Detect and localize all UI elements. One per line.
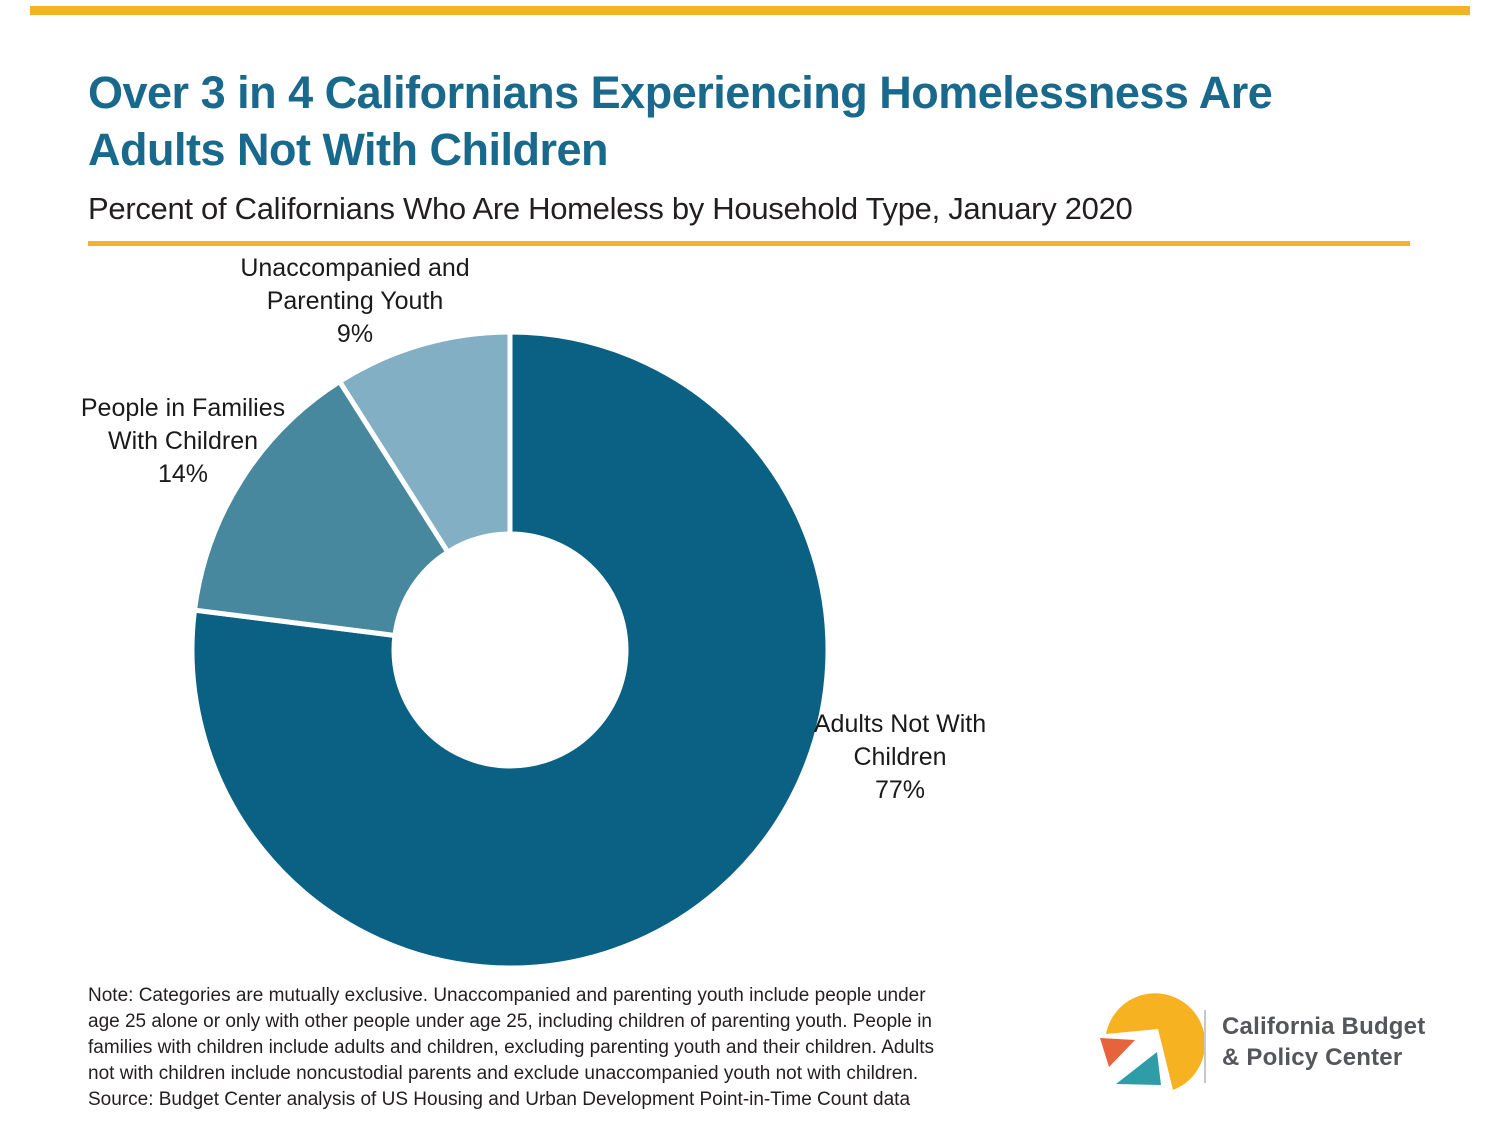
note-line: Note: Categories are mutually exclusive.… (88, 985, 926, 1006)
slice-label: Adults Not With Children 77% (810, 708, 990, 807)
note-line: age 25 alone or only with other people u… (88, 1011, 932, 1032)
slice-label-line: Children (853, 743, 947, 771)
slice-label-line: Adults Not With (813, 710, 987, 738)
slice-label-line: 77% (874, 776, 926, 804)
note-line: not with children include noncustodial p… (88, 1063, 919, 1084)
page-subtitle: Percent of Californians Who Are Homeless… (88, 191, 1133, 226)
note-line: families with children include adults an… (88, 1037, 935, 1058)
note-and-source-text: Note: Categories are mutually exclusive.… (88, 983, 1088, 1113)
title-divider-rule (88, 241, 1410, 246)
slice-label-line: With Children (107, 427, 259, 455)
page-title: Over 3 in 4 Californians Experiencing Ho… (88, 64, 1418, 178)
slice-label: People in Families With Children 14% (33, 392, 333, 491)
page-title-line2: Adults Not With Children (88, 124, 609, 175)
slice-label-line: People in Families (80, 394, 286, 422)
donut-slice-2 (191, 378, 452, 639)
slice-label-line: 9% (336, 320, 374, 348)
note-line: Source: Budget Center analysis of US Hou… (88, 1089, 911, 1110)
slice-label-line: Parenting Youth (266, 287, 444, 315)
logo-wordmark-line1: California Budget (1222, 1013, 1426, 1040)
page-title-line1: Over 3 in 4 Californians Experiencing Ho… (88, 67, 1273, 118)
logo-wordmark: California Budget & Policy Center (1222, 1011, 1425, 1073)
slice-label: Unaccompanied and Parenting Youth 9% (195, 252, 515, 351)
top-accent-bar (30, 6, 1470, 15)
logo-pie-arrow-icon (1100, 993, 1206, 1090)
logo-wordmark-line2: & Policy Center (1222, 1044, 1403, 1071)
slice-label-line: Unaccompanied and (240, 254, 470, 282)
donut-slice-3 (336, 329, 513, 556)
donut-slice-1 (189, 329, 831, 971)
logo-divider-line (1204, 1010, 1206, 1083)
slice-label-line: 14% (157, 460, 209, 488)
